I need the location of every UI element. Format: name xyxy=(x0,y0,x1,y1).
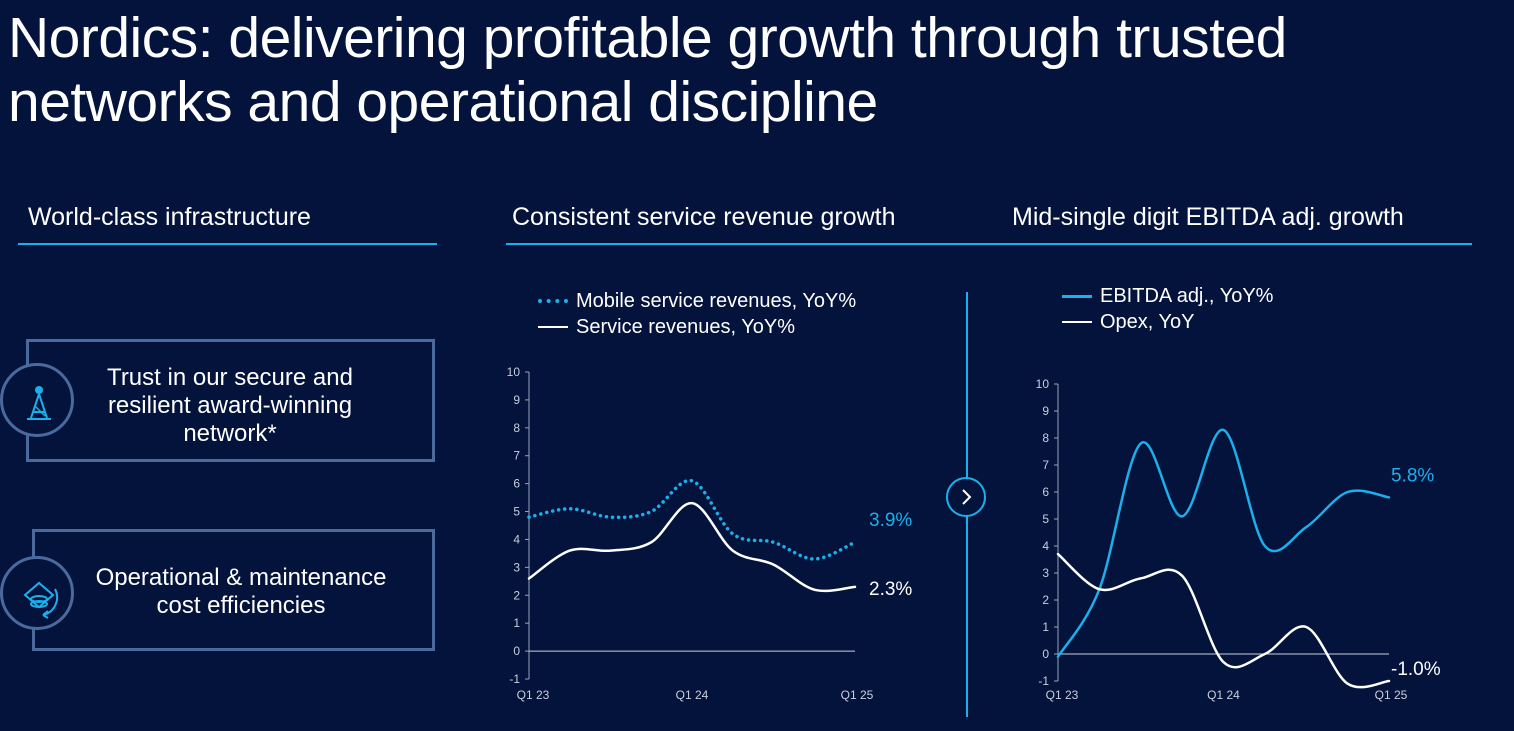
y-tick-label: 9 xyxy=(1042,404,1049,418)
y-tick-label: 7 xyxy=(1042,458,1049,472)
card-cost-efficiency-text: Operational & maintenance cost efficienc… xyxy=(95,564,387,619)
end-value-label: 5.8% xyxy=(1391,465,1434,486)
x-tick-label: Q1 25 xyxy=(841,688,874,702)
series-line-1 xyxy=(1056,552,1391,689)
y-tick-label: 1 xyxy=(513,616,520,630)
legend-item-ebitda: EBITDA adj., YoY% xyxy=(1062,283,1273,309)
y-tick-label: 10 xyxy=(1036,377,1050,391)
x-tick-label: Q1 23 xyxy=(1046,688,1079,702)
network-tower-icon xyxy=(0,363,74,437)
x-tick-label: Q1 24 xyxy=(1207,688,1240,702)
legend-label: Service revenues, YoY% xyxy=(576,316,796,338)
y-tick-label: 8 xyxy=(1042,431,1049,445)
y-tick-label: 7 xyxy=(513,449,520,463)
x-tick-label: Q1 23 xyxy=(517,688,550,702)
y-tick-label: 3 xyxy=(513,560,520,574)
series-line-1 xyxy=(527,501,857,593)
legend-item-opex: Opex, YoY xyxy=(1062,309,1273,335)
y-tick-label: 4 xyxy=(1042,539,1049,553)
y-tick-label: 8 xyxy=(513,421,520,435)
y-tick-label: 1 xyxy=(1042,620,1049,634)
x-tick-label: Q1 24 xyxy=(676,688,709,702)
legend-revenue: Mobile service revenues, YoY% Service re… xyxy=(538,288,856,340)
card-network-trust-text: Trust in our secure and resilient award-… xyxy=(107,364,353,447)
y-tick-label: 3 xyxy=(1042,566,1049,580)
series-line-0 xyxy=(1056,428,1391,658)
legend-item-mobile-service: Mobile service revenues, YoY% xyxy=(538,288,856,314)
end-value-label: 3.9% xyxy=(869,510,912,531)
next-button[interactable] xyxy=(946,477,986,517)
legend-swatch-white xyxy=(1062,321,1092,323)
section-heading-infrastructure: World-class infrastructure xyxy=(28,203,311,231)
y-tick-label: -1 xyxy=(509,672,520,686)
legend-ebitda: EBITDA adj., YoY% Opex, YoY xyxy=(1062,283,1273,335)
y-tick-label: 10 xyxy=(507,365,521,379)
y-tick-label: 5 xyxy=(513,505,520,519)
legend-label: Mobile service revenues, YoY% xyxy=(576,290,857,312)
y-tick-label: 0 xyxy=(513,644,520,658)
section-divider-infrastructure xyxy=(18,243,437,245)
section-divider-charts xyxy=(506,243,1472,245)
cost-efficiency-icon xyxy=(0,556,74,630)
y-tick-label: -1 xyxy=(1038,674,1049,688)
end-value-label: 2.3% xyxy=(869,579,912,600)
y-tick-label: 6 xyxy=(513,477,520,491)
y-tick-label: 4 xyxy=(513,532,520,546)
y-tick-label: 9 xyxy=(513,393,520,407)
end-value-label: -1.0% xyxy=(1391,659,1441,680)
legend-swatch-blue xyxy=(1062,294,1092,298)
y-tick-label: 2 xyxy=(1042,593,1049,607)
legend-item-service: Service revenues, YoY% xyxy=(538,314,856,340)
series-line-0 xyxy=(527,479,857,561)
y-tick-label: 0 xyxy=(1042,647,1049,661)
legend-label: EBITDA adj., YoY% xyxy=(1100,285,1274,307)
legend-swatch-solid xyxy=(538,326,568,328)
chevron-right-icon xyxy=(962,489,972,505)
y-tick-label: 6 xyxy=(1042,485,1049,499)
y-tick-label: 2 xyxy=(513,588,520,602)
page-title: Nordics: delivering profitable growth th… xyxy=(8,6,1287,134)
x-tick-label: Q1 25 xyxy=(1375,688,1408,702)
y-tick-label: 5 xyxy=(1042,512,1049,526)
legend-label: Opex, YoY xyxy=(1100,311,1195,333)
legend-swatch-dotted xyxy=(538,299,568,303)
section-heading-ebitda: Mid-single digit EBITDA adj. growth xyxy=(1012,203,1404,231)
section-heading-revenue: Consistent service revenue growth xyxy=(512,203,896,231)
